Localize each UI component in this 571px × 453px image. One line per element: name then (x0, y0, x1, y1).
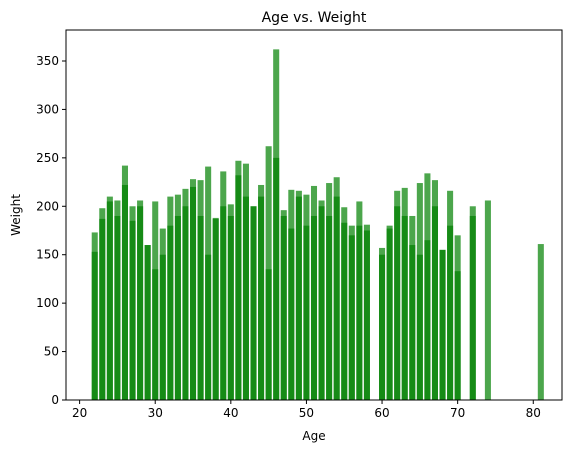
bar (280, 210, 287, 400)
bar (326, 183, 333, 400)
bar (439, 249, 446, 400)
y-tick-label: 300 (36, 102, 59, 116)
bar (379, 247, 386, 400)
bar (318, 200, 325, 400)
bar (409, 215, 416, 400)
bar (394, 190, 401, 400)
bar (401, 187, 408, 400)
bar (416, 183, 423, 400)
y-tick-label: 200 (36, 199, 59, 213)
bar (447, 190, 454, 400)
bar (341, 207, 348, 400)
bar (242, 163, 249, 400)
bar (348, 225, 355, 400)
bar (235, 160, 242, 400)
bar (295, 190, 302, 400)
bar (250, 206, 257, 400)
bar (220, 171, 227, 400)
bar (454, 235, 461, 400)
x-tick-label: 60 (374, 406, 389, 420)
y-tick-label: 250 (36, 151, 59, 165)
bar (129, 206, 136, 400)
bar (152, 201, 159, 400)
x-tick-label: 70 (450, 406, 465, 420)
bar (182, 188, 189, 400)
bar (114, 200, 121, 400)
bar (227, 204, 234, 400)
bar (137, 200, 144, 400)
x-tick-label: 50 (299, 406, 314, 420)
x-tick-label: 20 (72, 406, 87, 420)
bar (469, 206, 476, 400)
y-tick-label: 50 (44, 345, 59, 359)
y-tick-label: 350 (36, 54, 59, 68)
bar (159, 228, 166, 400)
bar (484, 200, 491, 400)
bars-group (91, 49, 544, 401)
bar (197, 180, 204, 400)
bar (363, 224, 370, 400)
y-axis-label: Weight (9, 194, 23, 236)
bar (431, 180, 438, 400)
bar (121, 165, 128, 400)
bar (303, 194, 310, 400)
bar (167, 196, 174, 400)
bar (212, 217, 219, 400)
y-tick-label: 100 (36, 296, 59, 310)
y-tick-label: 0 (51, 393, 59, 407)
bar (356, 201, 363, 400)
bar (288, 189, 295, 400)
bar (99, 208, 106, 400)
bar (91, 232, 98, 400)
plot-area-frame (65, 29, 563, 401)
bar (174, 194, 181, 400)
bar (424, 173, 431, 400)
bar (190, 179, 197, 400)
x-tick-label: 80 (526, 406, 541, 420)
bar (273, 49, 280, 401)
bar (205, 166, 212, 400)
bar (265, 146, 272, 400)
x-tick-label: 30 (148, 406, 163, 420)
bar (258, 184, 265, 400)
x-axis: 20 30 40 50 60 70 80 (72, 400, 541, 420)
bar (144, 245, 151, 400)
x-tick-label: 40 (223, 406, 238, 420)
y-tick-label: 150 (36, 248, 59, 262)
bar (106, 196, 113, 400)
bar (537, 244, 544, 400)
chart-title: Age vs. Weight (262, 10, 367, 26)
bar (310, 185, 318, 400)
bar (386, 225, 393, 400)
bar (333, 177, 340, 400)
y-axis: 0 50 100 150 200 250 300 350 (36, 54, 66, 407)
x-axis-label: Age (302, 429, 325, 443)
